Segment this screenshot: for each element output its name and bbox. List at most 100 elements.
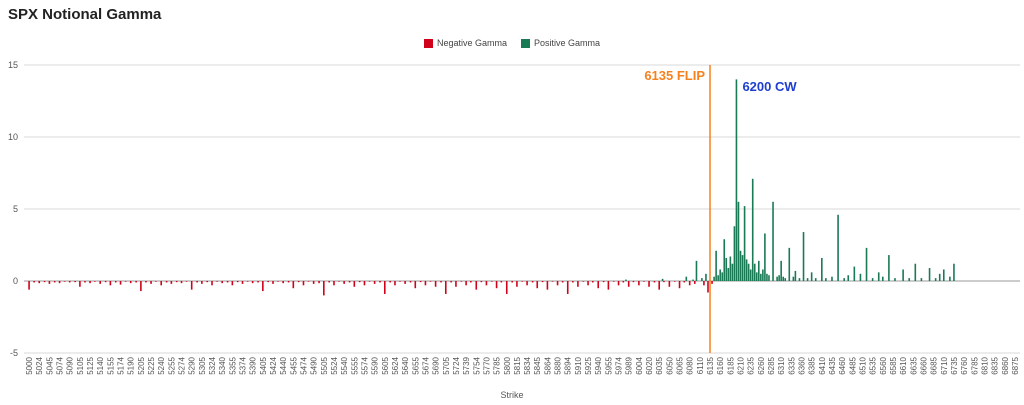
x-axis-title: Strike bbox=[500, 390, 524, 400]
x-tick-label: 5000 bbox=[25, 356, 34, 374]
x-tick-label: 5724 bbox=[452, 356, 461, 374]
bar-positive bbox=[894, 278, 896, 281]
x-tick-label: 6260 bbox=[757, 356, 766, 374]
x-tick-label: 5989 bbox=[625, 356, 634, 374]
x-tick-label: 5340 bbox=[218, 356, 227, 374]
bar-negative bbox=[338, 281, 340, 282]
x-tick-label: 5305 bbox=[198, 356, 207, 374]
bar-positive bbox=[713, 276, 715, 281]
bar-positive bbox=[847, 275, 850, 281]
bar-positive bbox=[762, 269, 764, 281]
bar-positive bbox=[859, 273, 862, 281]
bar-negative bbox=[236, 281, 239, 283]
bar-positive bbox=[725, 257, 728, 281]
bar-positive bbox=[751, 178, 754, 281]
x-tick-label: 5405 bbox=[259, 356, 268, 374]
flip-label: 6135 FLIP bbox=[644, 68, 705, 83]
x-tick-label: 6235 bbox=[747, 356, 756, 374]
bar-positive bbox=[753, 263, 756, 281]
bar-positive bbox=[735, 79, 738, 282]
bar-negative bbox=[455, 281, 457, 287]
bar-negative bbox=[424, 281, 427, 286]
bar-positive bbox=[837, 214, 839, 281]
x-tick-label: 5640 bbox=[401, 356, 410, 374]
legend-swatch-positive bbox=[521, 38, 530, 48]
bar-positive bbox=[877, 272, 880, 281]
bar-positive bbox=[794, 270, 797, 281]
bar-negative bbox=[592, 281, 594, 283]
bar-negative bbox=[43, 281, 46, 283]
bar-negative bbox=[673, 281, 676, 282]
bar-negative bbox=[145, 281, 147, 283]
legend-item-negative[interactable]: Negative Gamma bbox=[423, 38, 507, 48]
bar-positive bbox=[764, 233, 766, 281]
legend-item-positive[interactable]: Positive Gamma bbox=[521, 38, 600, 48]
x-tick-label: 5845 bbox=[533, 356, 542, 374]
x-tick-label: 5739 bbox=[462, 356, 471, 374]
x-tick-label: 5290 bbox=[188, 356, 197, 374]
bar-positive bbox=[798, 278, 801, 281]
x-tick-label: 5205 bbox=[137, 356, 146, 374]
x-tick-label: 5240 bbox=[157, 356, 166, 374]
bar-negative bbox=[475, 281, 478, 290]
bar-negative bbox=[602, 281, 605, 283]
y-axis: -5 0 5 10 15 bbox=[8, 60, 18, 358]
x-tick-label: 5864 bbox=[543, 356, 552, 374]
bar-positive bbox=[853, 266, 856, 281]
x-tick-label: 6785 bbox=[970, 356, 979, 374]
bar-positive bbox=[733, 226, 736, 281]
bar-negative bbox=[221, 281, 223, 284]
x-tick-label: 5880 bbox=[554, 356, 563, 374]
bar-negative bbox=[460, 281, 463, 282]
x-tick-label: 5940 bbox=[594, 356, 603, 374]
bar-negative bbox=[292, 281, 295, 289]
bar-negative bbox=[318, 281, 320, 284]
x-tick-label: 5624 bbox=[391, 356, 400, 374]
x-tick-label: 5074 bbox=[56, 356, 65, 374]
bar-negative bbox=[389, 281, 391, 283]
x-tick-label: 5090 bbox=[66, 356, 75, 374]
bar-positive bbox=[749, 269, 752, 281]
x-tick-label: 6710 bbox=[940, 356, 949, 374]
y-tick-label: 5 bbox=[13, 204, 18, 214]
bar-negative bbox=[444, 281, 447, 294]
bar-negative bbox=[84, 281, 86, 283]
bar-positive bbox=[717, 275, 719, 281]
bar-negative bbox=[135, 281, 137, 283]
bar-negative bbox=[282, 281, 284, 284]
x-tick-label: 5955 bbox=[604, 356, 613, 374]
bar-negative bbox=[495, 281, 498, 289]
bar-positive bbox=[888, 255, 890, 281]
x-tick-label: 5674 bbox=[421, 356, 430, 374]
bar-negative bbox=[678, 281, 681, 289]
bar-negative bbox=[582, 281, 585, 282]
bar-positive bbox=[825, 278, 827, 281]
bar-positive bbox=[695, 260, 698, 281]
x-tick-label: 6535 bbox=[869, 356, 878, 374]
bar-positive bbox=[776, 276, 778, 281]
x-tick-label: 6810 bbox=[980, 356, 989, 374]
bar-negative bbox=[485, 281, 488, 286]
bar-negative bbox=[272, 281, 274, 284]
bar-negative bbox=[333, 281, 335, 286]
bar-negative bbox=[124, 281, 127, 282]
x-tick-label: 5815 bbox=[513, 356, 522, 374]
x-tick-label: 5785 bbox=[493, 356, 502, 374]
bar-positive bbox=[942, 269, 945, 281]
legend-label-positive: Positive Gamma bbox=[534, 38, 601, 48]
bar-negative bbox=[693, 281, 696, 284]
x-tick-label: 5274 bbox=[178, 356, 187, 374]
bar-negative bbox=[175, 281, 178, 283]
x-tick-label: 6610 bbox=[899, 356, 908, 374]
x-tick-label: 5355 bbox=[228, 356, 237, 374]
bar-positive bbox=[685, 276, 688, 281]
x-tick-label: 6635 bbox=[909, 356, 918, 374]
bar-negative bbox=[358, 281, 361, 283]
bar-negative bbox=[521, 281, 524, 282]
bar-negative bbox=[607, 281, 610, 290]
bar-negative bbox=[48, 281, 51, 284]
x-tick-label: 6685 bbox=[930, 356, 939, 374]
bar-positive bbox=[743, 206, 746, 281]
bar-negative bbox=[627, 281, 630, 287]
x-tick-label: 6335 bbox=[787, 356, 796, 374]
